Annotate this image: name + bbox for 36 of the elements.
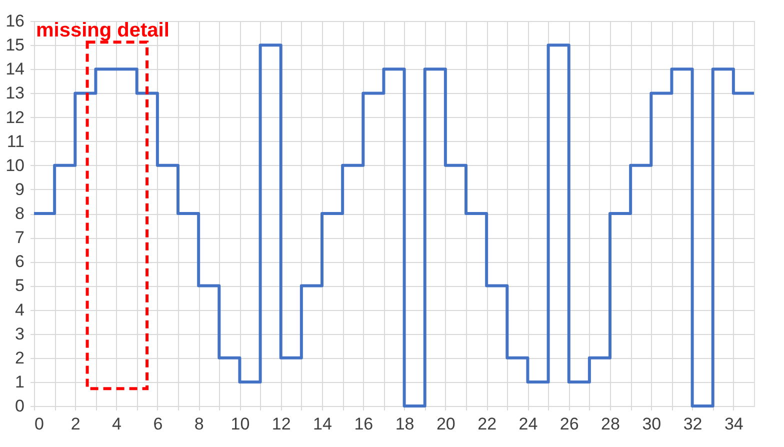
annotation: missing detail bbox=[36, 20, 170, 42]
x-tick-label: 14 bbox=[313, 414, 332, 434]
x-tick-label: 12 bbox=[272, 414, 291, 434]
x-tick-label: 0 bbox=[34, 414, 44, 434]
y-tick-label: 3 bbox=[15, 324, 24, 344]
y-tick-label: 0 bbox=[15, 396, 24, 416]
y-tick-label: 1 bbox=[15, 372, 24, 392]
y-tick-label: 8 bbox=[15, 204, 24, 223]
y-tick-label: 4 bbox=[15, 300, 24, 320]
y-tick-label: 9 bbox=[15, 180, 24, 199]
y-tick-label: 6 bbox=[15, 252, 24, 272]
x-tick-label: 24 bbox=[518, 414, 538, 434]
y-tick-label: 5 bbox=[15, 276, 24, 296]
y-tick-label: 14 bbox=[6, 60, 24, 79]
x-tick-label: 22 bbox=[478, 414, 497, 434]
y-tick-label: 2 bbox=[15, 348, 24, 368]
x-tick-label: 8 bbox=[194, 414, 204, 434]
x-tick-label: 30 bbox=[642, 414, 662, 434]
x-tick-label: 10 bbox=[230, 414, 250, 434]
x-tick-label: 16 bbox=[354, 414, 374, 434]
x-tick-label: 28 bbox=[601, 414, 620, 434]
x-tick-label: 20 bbox=[436, 414, 456, 434]
x-tick-label: 6 bbox=[153, 414, 163, 434]
y-tick-label: 10 bbox=[6, 156, 24, 175]
y-tick-label: 7 bbox=[15, 228, 24, 248]
y-tick-label: 12 bbox=[6, 108, 24, 127]
y-tick-label: 16 bbox=[6, 12, 24, 30]
x-tick-label: 34 bbox=[724, 414, 744, 434]
x-tick-label: 32 bbox=[683, 414, 702, 434]
x-tick-label: 2 bbox=[70, 414, 80, 434]
y-tick-label: 15 bbox=[6, 36, 24, 55]
x-tick-label: 26 bbox=[560, 414, 579, 434]
y-tick-label: 13 bbox=[6, 84, 24, 103]
x-tick-label: 18 bbox=[395, 414, 414, 434]
x-tick-label: 4 bbox=[112, 414, 122, 434]
y-tick-label: 11 bbox=[6, 132, 24, 151]
